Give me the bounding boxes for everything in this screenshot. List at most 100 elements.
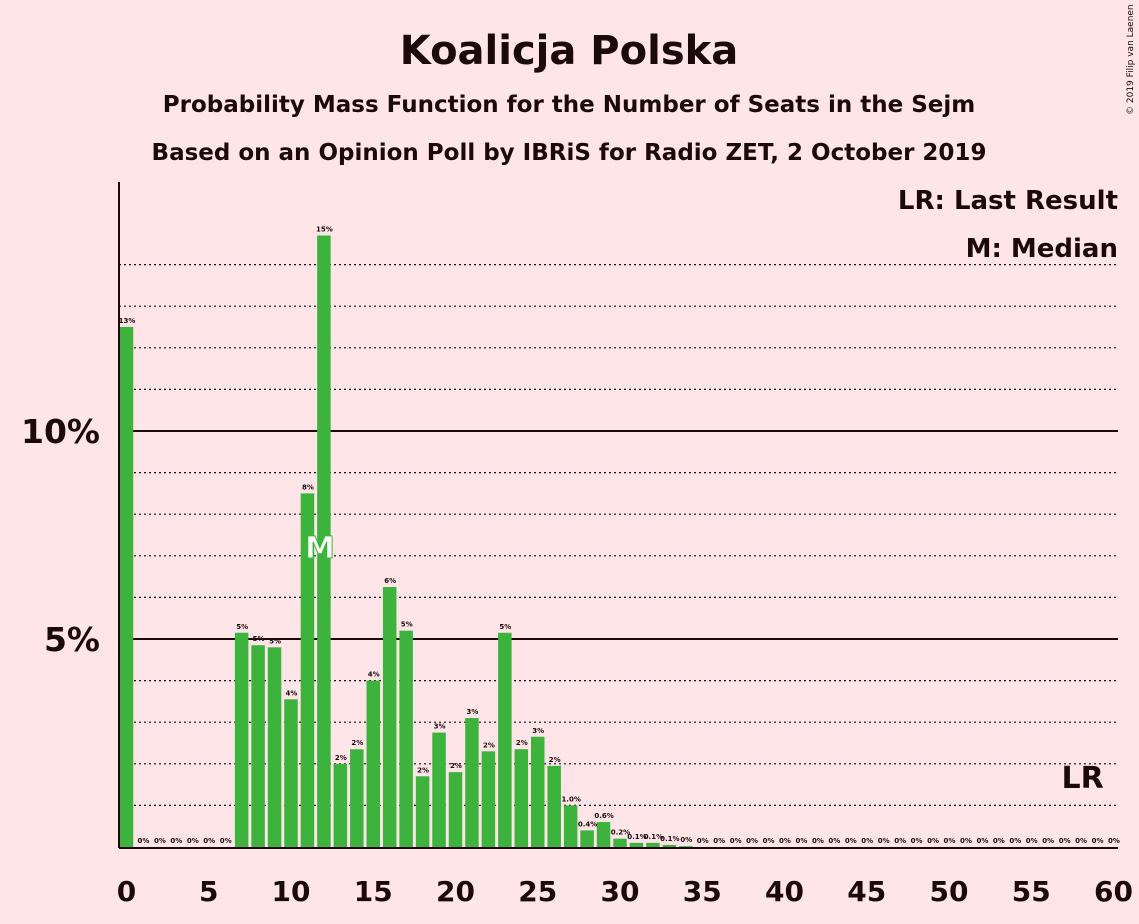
bar (284, 699, 298, 847)
bar-data-label: 0% (697, 837, 709, 845)
bar (399, 630, 413, 847)
bar (366, 680, 380, 847)
y-tick-label: 5% (44, 620, 100, 659)
x-tick-label: 55 (1012, 875, 1051, 908)
bar (679, 846, 693, 847)
x-tick-label: 10 (272, 875, 311, 908)
y-tick-labels: 5% 10% (21, 412, 100, 659)
x-tick-label: 30 (601, 875, 640, 908)
bar-data-label: 0% (1075, 837, 1087, 845)
bar-data-label: 15% (316, 225, 333, 233)
bar-data-label: 0.2% (611, 829, 630, 837)
bar-data-label: 0% (1026, 837, 1038, 845)
bar-data-label: 2% (335, 754, 347, 762)
x-tick-labels: 0 5 10 15 20 25 30 35 40 45 50 55 60 (117, 875, 1133, 908)
bar (481, 751, 496, 847)
bar-data-label: 3% (532, 727, 544, 735)
bar-data-label: 0% (170, 837, 182, 845)
bar (596, 822, 611, 847)
bar (251, 645, 265, 847)
bar (629, 842, 644, 847)
bar-data-label: 0% (1009, 837, 1021, 845)
bar-data-label: 0% (779, 837, 791, 845)
bar (317, 235, 331, 848)
bar-data-label: 3% (467, 708, 479, 716)
x-tick-label: 40 (765, 875, 804, 908)
bar-data-label: 0.1% (660, 835, 679, 843)
x-tick-label: 25 (518, 875, 557, 908)
bar-data-label: 0% (763, 837, 775, 845)
x-tick-label: 15 (354, 875, 393, 908)
bar-data-label: 0% (960, 837, 972, 845)
bar (580, 830, 594, 847)
bar (382, 587, 397, 847)
bar-data-label: 0% (203, 837, 215, 845)
bars (119, 235, 693, 848)
bar-data-label: 0% (680, 836, 692, 844)
bar-data-label: 0% (828, 837, 840, 845)
bar-data-label: 5% (499, 623, 511, 631)
bar-data-label: 5% (401, 621, 413, 629)
bar (613, 838, 627, 847)
bar-data-label: 0.1% (627, 833, 646, 841)
bar-data-label: 0% (927, 837, 939, 845)
bar-data-label: 0% (1108, 837, 1120, 845)
bar-data-label: 0% (944, 837, 956, 845)
bar-data-label: 0.1% (644, 833, 663, 841)
axes (118, 182, 1118, 849)
bar-data-label: 0% (730, 837, 742, 845)
bar-data-label: 0% (878, 837, 890, 845)
bar-data-label: 0% (187, 837, 199, 845)
bar-data-label: 2% (351, 739, 363, 747)
bar-data-label: 2% (417, 766, 429, 774)
bar (646, 842, 660, 847)
bar-data-label: 0.4% (578, 820, 597, 828)
x-tick-label: 60 (1094, 875, 1133, 908)
bar (234, 632, 249, 847)
bar-labels: 13% 0% 0% 0% 0% 0% 0% 5% 5% 5% 4% 8% 15% 2% 2% 4% 6% 5% 2%… (119, 225, 1120, 845)
bar (531, 736, 545, 847)
x-tick-label: 50 (930, 875, 969, 908)
bar-data-label: 0% (713, 837, 725, 845)
bar-data-label: 0% (1059, 837, 1071, 845)
bar (662, 844, 677, 847)
bar (267, 647, 282, 847)
x-tick-label: 0 (117, 875, 136, 908)
bar-data-label: 0% (812, 837, 824, 845)
bar-data-label: 0% (894, 837, 906, 845)
bar (300, 493, 315, 847)
bar (563, 805, 578, 847)
bar-data-label: 0% (993, 837, 1005, 845)
copyright-notice: © 2019 Filip van Laenen (1126, 4, 1136, 115)
bar-data-label: 2% (450, 762, 462, 770)
x-tick-label: 20 (436, 875, 475, 908)
bar (547, 765, 561, 847)
legend-median: M: Median (966, 234, 1118, 264)
bar-data-label: 0% (976, 837, 988, 845)
bar-data-label: 4% (368, 671, 380, 679)
x-tick-label: 35 (683, 875, 722, 908)
chart-title: Koalicja Polska (400, 28, 738, 74)
bar-data-label: 0% (796, 837, 808, 845)
bar-data-label: 2% (483, 741, 495, 749)
bar-data-label: 2% (549, 756, 561, 764)
legend-last-result: LR: Last Result (898, 186, 1118, 216)
bar-data-label: 0% (911, 837, 923, 845)
bar (415, 776, 430, 847)
chart-subtitle-source: Based on an Opinion Poll by IBRiS for Ra… (152, 140, 987, 166)
bar-data-label: 0% (1042, 837, 1054, 845)
x-tick-label: 45 (847, 875, 886, 908)
bar-data-label: 0% (1092, 837, 1104, 845)
bar-data-label: 0% (154, 837, 166, 845)
bar-data-label: 13% (119, 317, 136, 325)
bar (498, 632, 512, 847)
bar-data-label: 0% (746, 837, 758, 845)
bar-data-label: 5% (269, 637, 281, 645)
last-result-marker: LR (1061, 761, 1103, 796)
y-tick-label: 10% (21, 412, 100, 451)
bar-data-label: 6% (384, 577, 396, 585)
bar (448, 772, 463, 847)
bar-data-label: 4% (286, 689, 298, 697)
bar (465, 718, 479, 847)
